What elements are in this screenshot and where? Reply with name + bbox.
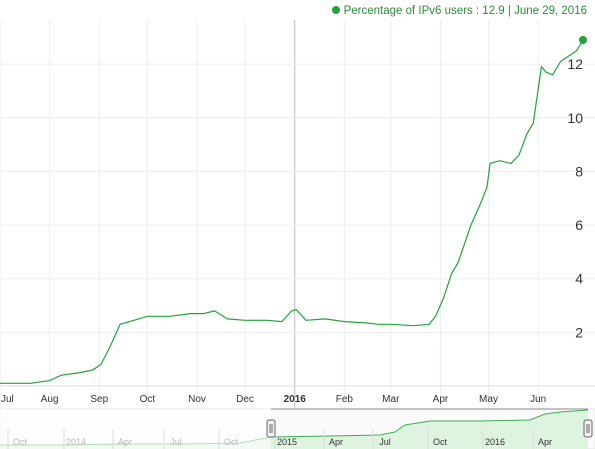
navigator-area: [0, 410, 588, 449]
chart-legend: Percentage of IPv6 users : 12.9 | June 2…: [331, 5, 587, 17]
x-tick-label: Dec: [236, 394, 254, 405]
navigator-label: Jul: [379, 437, 391, 447]
y-tick-label: 4: [575, 271, 583, 287]
navigator-label: Oct: [13, 437, 28, 447]
x-tick-label: Mar: [382, 394, 400, 405]
navigator-label: Oct: [433, 437, 448, 447]
y-tick-label: 6: [575, 217, 583, 233]
last-point-marker: [579, 36, 587, 44]
navigator-label: Apr: [118, 437, 132, 447]
y-tick-label: 12: [567, 56, 583, 72]
handle-grip: [266, 419, 276, 438]
y-axis: 2 4 6 8 10 12: [567, 56, 583, 340]
y-tick-label: 2: [575, 324, 583, 340]
y-tick-label: 10: [567, 110, 583, 126]
x-tick-label: 2016: [284, 394, 307, 405]
legend-series-label: Percentage of IPv6 users : 12.9: [343, 5, 505, 17]
x-tick-label: Aug: [41, 394, 59, 405]
navigator-right-handle[interactable]: [583, 419, 593, 438]
y-tick-label: 8: [575, 163, 583, 179]
navigator-mask: [0, 409, 271, 449]
navigator-label: Jul: [170, 437, 182, 447]
x-tick-label: May: [479, 394, 498, 405]
x-tick-label: Feb: [336, 394, 354, 405]
navigator-label: 2015: [277, 437, 297, 447]
x-tick-label: Jun: [530, 394, 546, 405]
x-axis: Jul Aug Sep Oct Nov Dec 2016 Feb Mar Apr May Jun: [1, 394, 546, 405]
x-tick-label: Oct: [140, 394, 156, 405]
x-tick-label: Apr: [433, 394, 449, 405]
x-tick-label: Sep: [90, 394, 108, 405]
navigator-label: Apr: [538, 437, 552, 447]
navigator-label: 2016: [485, 437, 505, 447]
legend-date-label: | June 29, 2016: [507, 5, 587, 17]
navigator-label: Oct: [224, 437, 239, 447]
navigator-label: 2014: [66, 437, 86, 447]
range-navigator[interactable]: Oct 2014 Apr Jul Oct 2015 Apr Jul Oct 2016 Apr: [0, 408, 595, 449]
navigator-left-handle[interactable]: [266, 419, 276, 438]
grid-layer: [0, 20, 595, 408]
series-marker-icon: [331, 6, 340, 14]
x-tick-label: Nov: [188, 394, 206, 405]
series-layer: [0, 36, 587, 384]
x-tick-label: Jul: [1, 394, 14, 405]
handle-grip: [583, 419, 593, 438]
navigator-label: Apr: [329, 437, 343, 447]
series-line: [0, 39, 584, 384]
